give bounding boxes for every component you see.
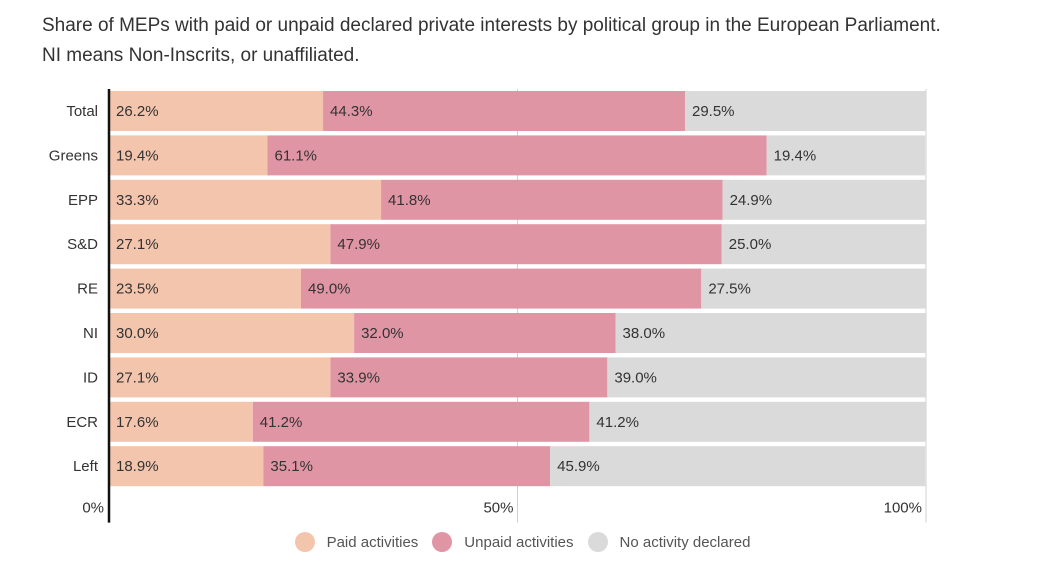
value-label: 27.1% (116, 369, 159, 386)
bar-total-unpaid[interactable] (323, 91, 685, 131)
bar-left-none[interactable] (550, 446, 926, 487)
bar-greens-unpaid[interactable] (267, 135, 767, 176)
x-tick-label: 50% (483, 500, 513, 517)
bar-id-none[interactable] (607, 357, 926, 398)
legend-label-none: No activity declared (619, 533, 751, 551)
bar-re-unpaid[interactable] (300, 268, 702, 309)
bar-ni-paid[interactable] (109, 313, 355, 353)
category-label: ECR (66, 414, 98, 431)
value-label: 27.5% (708, 281, 751, 298)
value-label: 25.0% (729, 236, 772, 253)
bar-ecr-paid[interactable] (109, 401, 253, 442)
bar-s-d-paid[interactable] (109, 224, 331, 265)
value-labels: 26.2% 44.3% 29.5% 19.4% 61.1% 19.4% 33.3% 41.8%… (116, 103, 816, 475)
category-label: Left (73, 458, 99, 475)
bar-left-unpaid[interactable] (263, 446, 551, 487)
bar-ecr-none[interactable] (589, 401, 926, 442)
value-label: 24.9% (730, 192, 773, 209)
value-label: 41.2% (260, 414, 303, 431)
category-label: S&D (67, 236, 98, 253)
value-label: 26.2% (116, 103, 159, 120)
value-label: 61.1% (274, 147, 317, 164)
legend-item-unpaid[interactable]: Unpaid activities (432, 532, 574, 552)
bar-id-paid[interactable] (109, 357, 331, 398)
category-labels: Total Greens EPP S&D RE NI ID ECR Left (49, 103, 99, 475)
bar-re-paid[interactable] (109, 268, 301, 309)
category-label: EPP (68, 192, 98, 209)
bar-s-d-unpaid[interactable] (330, 224, 722, 265)
x-tick-label: 100% (884, 500, 922, 517)
bar-epp-paid[interactable] (109, 179, 382, 220)
category-label: Total (66, 103, 98, 120)
category-label: Greens (49, 147, 98, 164)
value-label: 38.0% (623, 325, 666, 342)
value-label: 23.5% (116, 281, 159, 298)
category-label: NI (83, 325, 98, 342)
value-label: 41.8% (388, 192, 431, 209)
bar-epp-none[interactable] (722, 179, 926, 220)
legend-swatch-unpaid (432, 532, 453, 552)
legend-item-paid[interactable]: Paid activities (294, 532, 419, 552)
bar-s-d-none[interactable] (721, 224, 926, 265)
value-label: 17.6% (116, 414, 159, 431)
value-label: 19.4% (116, 147, 159, 164)
legend-swatch-none (587, 532, 608, 552)
value-label: 49.0% (308, 281, 351, 298)
bar-total-none[interactable] (684, 91, 926, 131)
value-label: 47.9% (337, 236, 380, 253)
bar-epp-unpaid[interactable] (381, 179, 723, 220)
value-label: 45.9% (557, 458, 600, 475)
value-label: 29.5% (692, 103, 735, 120)
value-label: 19.4% (774, 147, 817, 164)
value-label: 30.0% (116, 325, 159, 342)
bar-ni-none[interactable] (615, 313, 926, 353)
bar-greens-none[interactable] (766, 135, 926, 176)
category-label: ID (83, 369, 98, 386)
bar-total-paid[interactable] (109, 91, 324, 131)
bars (109, 91, 926, 487)
legend-swatch-paid (294, 532, 315, 552)
legend-label-paid: Paid activities (326, 533, 419, 551)
bar-greens-paid[interactable] (109, 135, 268, 176)
value-label: 35.1% (270, 458, 313, 475)
value-label: 39.0% (614, 369, 657, 386)
bar-re-none[interactable] (701, 268, 926, 309)
value-label: 44.3% (330, 103, 373, 120)
x-tick-label: 0% (82, 500, 104, 517)
bar-id-unpaid[interactable] (330, 357, 608, 398)
bar-ni-unpaid[interactable] (354, 313, 616, 353)
value-label: 27.1% (116, 236, 159, 253)
value-label: 32.0% (361, 325, 404, 342)
category-label: RE (77, 281, 98, 298)
value-label: 41.2% (596, 414, 639, 431)
value-label: 33.3% (116, 192, 159, 209)
value-label: 18.9% (116, 458, 159, 475)
bar-left-paid[interactable] (109, 446, 264, 487)
legend: Paid activities Unpaid activities No act… (0, 530, 1045, 554)
value-label: 33.9% (337, 369, 380, 386)
x-axis-ticks: 0% 50% 100% (82, 500, 922, 517)
chart-title: Share of MEPs with paid or unpaid declar… (42, 15, 941, 66)
bar-ecr-unpaid[interactable] (252, 401, 590, 442)
legend-label-unpaid: Unpaid activities (464, 533, 574, 551)
legend-item-none[interactable]: No activity declared (587, 532, 751, 552)
